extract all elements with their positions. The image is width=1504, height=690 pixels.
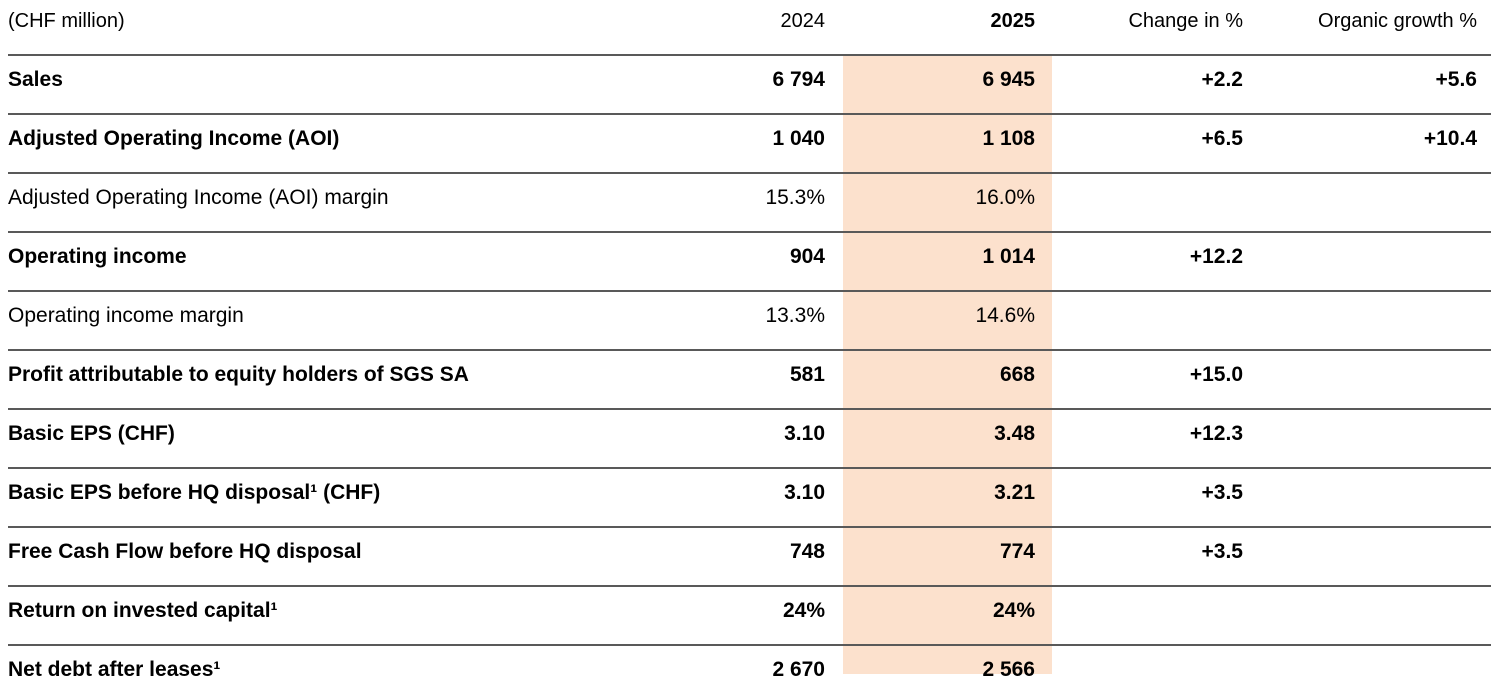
- table-row: Adjusted Operating Income (AOI) 1 040 1 …: [8, 113, 1491, 172]
- table-body: Sales 6 794 6 945 +2.2 +5.6 Adjusted Ope…: [8, 54, 1491, 690]
- table-header-row: (CHF million) 2024 2025 Change in % Orga…: [8, 0, 1491, 54]
- value-2025: 668: [999, 363, 1035, 386]
- value-organic: +5.6: [1435, 68, 1477, 91]
- table-row: Basic EPS (CHF) 3.10 3.48 +12.3: [8, 408, 1491, 467]
- table-row: Adjusted Operating Income (AOI) margin 1…: [8, 172, 1491, 231]
- value-2025: 1 108: [982, 127, 1035, 150]
- value-2024: 904: [789, 245, 825, 268]
- value-change: +12.3: [1189, 422, 1243, 445]
- value-2024: 3.10: [784, 481, 825, 504]
- value-organic: [1243, 493, 1491, 502]
- col-header-2025: 2025: [990, 9, 1036, 32]
- value-change: +3.5: [1201, 481, 1243, 504]
- table-row: Basic EPS before HQ disposal¹ (CHF) 3.10…: [8, 467, 1491, 526]
- value-change: +15.0: [1189, 363, 1243, 386]
- value-change: [1052, 316, 1243, 325]
- value-change: +2.2: [1201, 68, 1243, 91]
- value-2025: 2 566: [982, 658, 1035, 681]
- value-organic: [1243, 257, 1491, 266]
- value-change: +6.5: [1201, 127, 1243, 150]
- row-label: Adjusted Operating Income (AOI): [8, 127, 340, 150]
- col-header-change: Change in %: [1128, 9, 1243, 32]
- value-2025: 16.0%: [975, 186, 1035, 209]
- table-row: Sales 6 794 6 945 +2.2 +5.6: [8, 54, 1491, 113]
- table-row: Profit attributable to equity holders of…: [8, 349, 1491, 408]
- value-2024: 24%: [782, 599, 825, 622]
- row-label: Basic EPS (CHF): [8, 422, 175, 445]
- table-row: Net debt after leases¹ 2 670 2 566: [8, 644, 1491, 690]
- unit-label: (CHF million): [8, 9, 125, 32]
- value-organic: [1243, 552, 1491, 561]
- col-header-2024: 2024: [780, 9, 826, 32]
- value-2024: 1 040: [772, 127, 825, 150]
- row-label: Basic EPS before HQ disposal¹ (CHF): [8, 481, 381, 504]
- value-2025: 3.48: [994, 422, 1035, 445]
- value-organic: [1243, 316, 1491, 325]
- table-row: Return on invested capital¹ 24% 24%: [8, 585, 1491, 644]
- value-organic: +10.4: [1423, 127, 1477, 150]
- table-row: Operating income margin 13.3% 14.6%: [8, 290, 1491, 349]
- value-organic: [1243, 611, 1491, 620]
- value-2025: 3.21: [994, 481, 1035, 504]
- value-2024: 2 670: [772, 658, 825, 681]
- value-organic: [1243, 670, 1491, 679]
- row-label: Sales: [8, 68, 63, 91]
- value-2025: 14.6%: [975, 304, 1035, 327]
- value-change: +3.5: [1201, 540, 1243, 563]
- value-change: [1052, 670, 1243, 679]
- row-label: Net debt after leases¹: [8, 658, 221, 681]
- value-2025: 1 014: [982, 245, 1035, 268]
- value-2025: 6 945: [982, 68, 1035, 91]
- value-2024: 15.3%: [765, 186, 825, 209]
- value-organic: [1243, 198, 1491, 207]
- col-header-organic: Organic growth %: [1318, 9, 1477, 32]
- value-change: +12.2: [1189, 245, 1243, 268]
- row-label: Return on invested capital¹: [8, 599, 278, 622]
- value-change: [1052, 198, 1243, 207]
- value-organic: [1243, 375, 1491, 384]
- value-2024: 748: [789, 540, 825, 563]
- row-label: Profit attributable to equity holders of…: [8, 363, 469, 386]
- row-label: Adjusted Operating Income (AOI) margin: [8, 186, 389, 209]
- row-label: Free Cash Flow before HQ disposal: [8, 540, 362, 563]
- row-label: Operating income margin: [8, 304, 244, 327]
- table-row: Free Cash Flow before HQ disposal 748 77…: [8, 526, 1491, 585]
- value-2024: 6 794: [772, 68, 825, 91]
- value-2024: 581: [789, 363, 825, 386]
- value-2025: 774: [999, 540, 1035, 563]
- highlight-2025-column: [843, 54, 1052, 674]
- value-2024: 13.3%: [765, 304, 825, 327]
- value-organic: [1243, 434, 1491, 443]
- kpi-table: (CHF million) 2024 2025 Change in % Orga…: [8, 0, 1491, 690]
- value-2025: 24%: [992, 599, 1035, 622]
- value-2024: 3.10: [784, 422, 825, 445]
- row-label: Operating income: [8, 245, 187, 268]
- value-change: [1052, 611, 1243, 620]
- table-row: Operating income 904 1 014 +12.2: [8, 231, 1491, 290]
